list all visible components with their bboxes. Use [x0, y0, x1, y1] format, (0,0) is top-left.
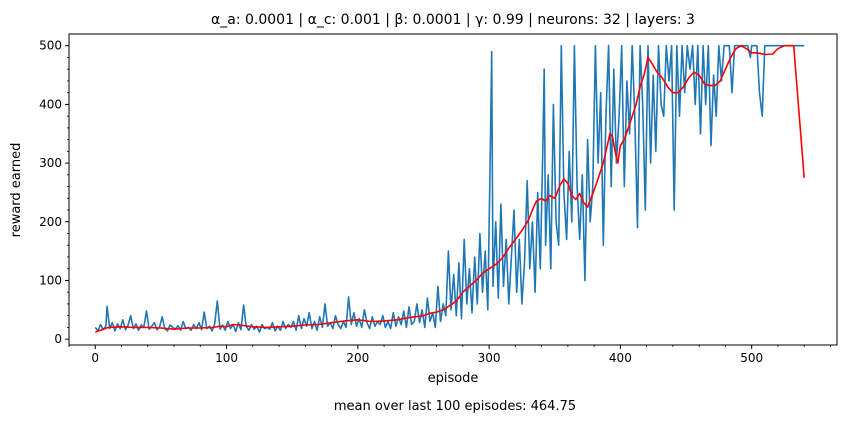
series-line-0 [94, 44, 805, 333]
x-axis-label: episode [428, 371, 479, 386]
y-axis: 0 100 200 300 400 500 [39, 39, 69, 346]
x-tick-label: 300 [478, 351, 501, 365]
x-tick-label: 500 [740, 351, 763, 365]
y-tick-label: 400 [39, 97, 62, 111]
series-layer [94, 44, 805, 333]
x-tick-label: 200 [346, 351, 369, 365]
x-tick-label: 0 [91, 351, 99, 365]
x-tick-label: 400 [609, 351, 632, 365]
y-tick-label: 500 [39, 39, 62, 53]
y-axis-label: reward earned [9, 143, 24, 238]
y-tick-label: 200 [39, 215, 62, 229]
y-tick-label: 300 [39, 156, 62, 170]
chart-title: α_a: 0.0001 | α_c: 0.001 | β: 0.0001 | γ… [211, 12, 695, 28]
series-line-1 [95, 44, 805, 333]
plot-frame [68, 33, 838, 346]
y-tick-label: 100 [39, 273, 62, 287]
x-axis: 0 100 200 300 400 500 [68, 345, 831, 365]
x-tick-label: 100 [215, 351, 238, 365]
y-tick-label: 0 [54, 332, 62, 346]
chart-caption: mean over last 100 episodes: 464.75 [334, 399, 576, 414]
